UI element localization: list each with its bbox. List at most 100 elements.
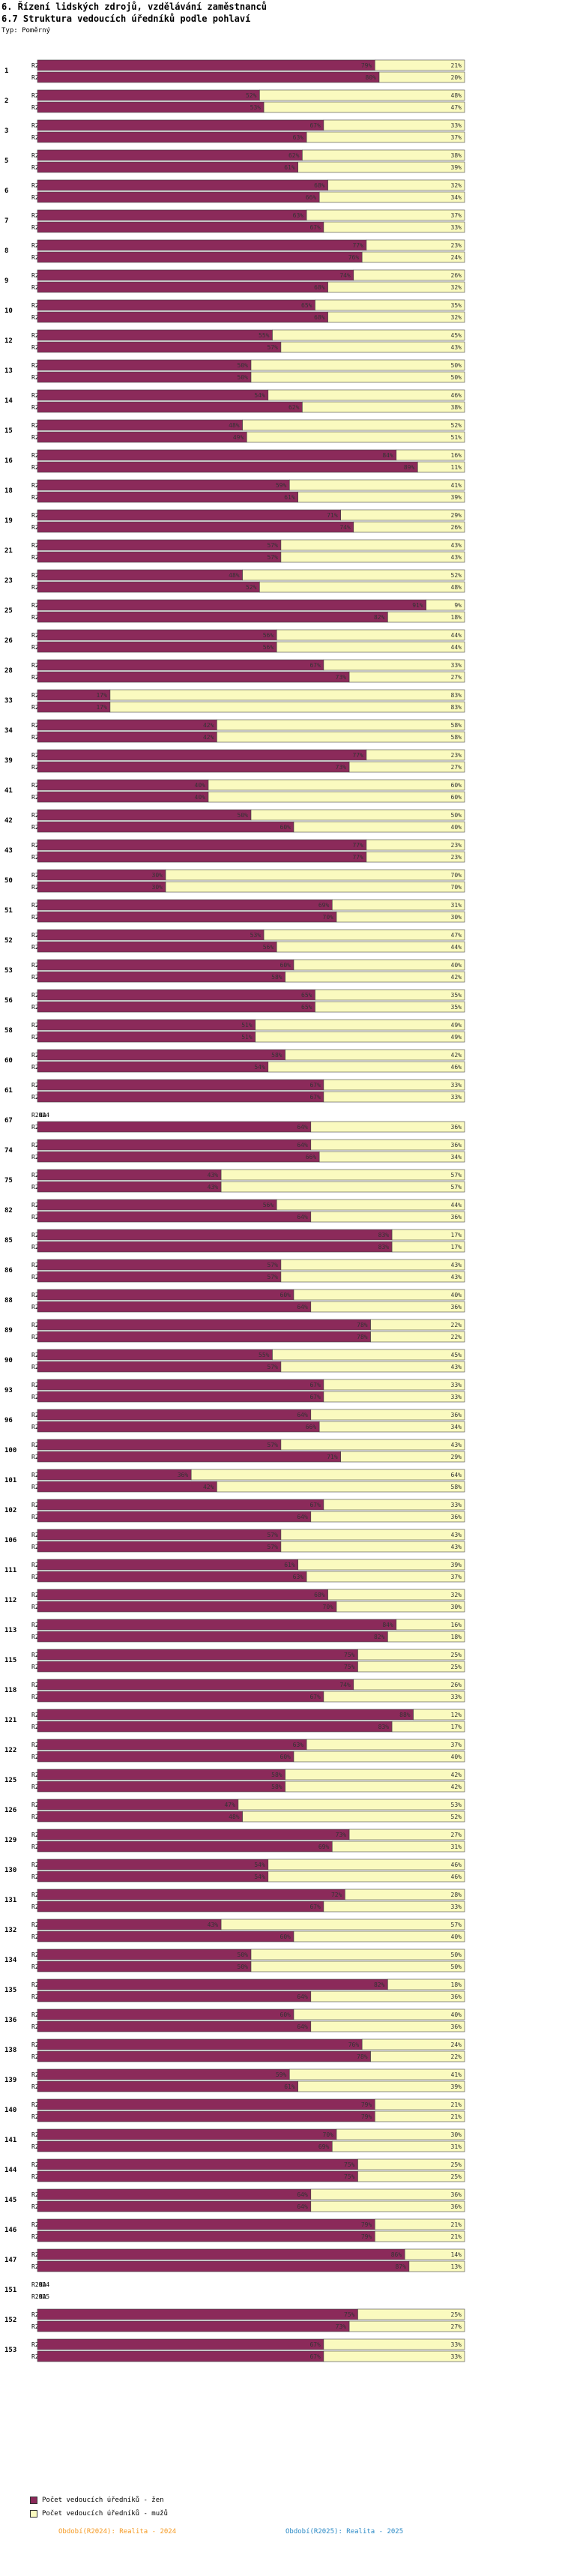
group-label-153: 153: [4, 2347, 16, 2354]
bar-men: [357, 1649, 465, 1661]
value-label-women: 47%: [224, 1802, 235, 1808]
bar-women: [37, 1619, 397, 1631]
bar-women: [37, 821, 294, 833]
value-label-men: 34%: [451, 1154, 462, 1161]
group-label-93: 93: [4, 1387, 13, 1394]
value-label-men: 36%: [451, 1214, 462, 1221]
value-label-men: 49%: [451, 1022, 462, 1029]
value-label-women: 83%: [378, 1724, 390, 1730]
bar-women: [37, 101, 265, 113]
bar-women: [37, 1439, 282, 1451]
bar-women: [37, 71, 380, 83]
bar-women: [37, 2320, 350, 2332]
value-label-men: 25%: [451, 2161, 462, 2168]
bar-men: [268, 1871, 465, 1883]
bar-men: [323, 221, 465, 233]
bar-women: [37, 869, 166, 881]
bar-women: [37, 1859, 269, 1871]
group-label-28: 28: [4, 667, 13, 675]
value-label-women: 79%: [361, 2233, 372, 2240]
value-label-men: 18%: [451, 614, 462, 621]
value-label-women: 63%: [293, 212, 304, 219]
bar-women: [37, 1841, 333, 1853]
bar-women: [37, 1199, 277, 1211]
bar-men: [387, 611, 465, 623]
bar-women: [37, 941, 277, 953]
value-label-men: 70%: [451, 872, 462, 879]
value-label-men: 30%: [451, 914, 462, 921]
group-label-100: 100: [4, 1447, 16, 1454]
group-label-82: 82: [4, 1207, 13, 1215]
value-label-men: 39%: [451, 164, 462, 171]
value-label-men: 45%: [451, 1352, 462, 1358]
bar-men: [357, 2308, 465, 2320]
value-label-men: 43%: [451, 1544, 462, 1550]
value-label-women: 87%: [395, 2263, 406, 2270]
value-label-men: 32%: [451, 182, 462, 189]
group-label-115: 115: [4, 1657, 16, 1664]
value-label-women: 50%: [238, 374, 249, 381]
group-label-132: 132: [4, 1927, 16, 1934]
bar-men: [263, 101, 465, 113]
value-label-women: 64%: [297, 2023, 308, 2030]
value-label-women: 70%: [323, 1604, 334, 1610]
value-label-men: 22%: [451, 1322, 462, 1328]
bar-men: [280, 539, 465, 551]
bar-women: [37, 761, 350, 773]
bar-women: [37, 509, 342, 521]
bar-women: [37, 2020, 312, 2032]
bar-women: [37, 1811, 243, 1823]
value-label-men: 21%: [451, 2101, 462, 2108]
bar-men: [374, 59, 465, 71]
bar-women: [37, 839, 367, 851]
value-label-men: 37%: [451, 134, 462, 141]
value-label-men: 44%: [451, 1202, 462, 1209]
value-label-women: 50%: [238, 1951, 249, 1958]
value-label-men: 42%: [451, 1772, 462, 1778]
value-label-men: 49%: [451, 1034, 462, 1041]
bar-women: [37, 629, 277, 641]
value-label-women: 73%: [336, 1832, 347, 1838]
bar-men: [165, 881, 465, 893]
bar-women: [37, 1151, 320, 1163]
bar-women: [37, 1139, 312, 1151]
bar-men: [310, 1121, 465, 1133]
bar-men: [306, 1571, 465, 1583]
bar-women: [37, 1079, 324, 1091]
bar-men: [280, 551, 465, 563]
bar-men: [165, 869, 465, 881]
value-label-men: 33%: [451, 1394, 462, 1400]
value-label-women: 64%: [297, 1993, 308, 2000]
bar-men: [327, 1589, 465, 1601]
value-label-women: 55%: [259, 1352, 270, 1358]
group-label-16: 16: [4, 457, 13, 465]
value-label-women: 42%: [203, 734, 214, 741]
bar-women: [37, 449, 397, 461]
value-label-women: 91%: [412, 602, 423, 609]
legend-swatch-women: [30, 2497, 37, 2504]
bar-men: [242, 569, 465, 581]
bar-women: [37, 1631, 388, 1643]
value-label-women: 51%: [241, 1034, 253, 1041]
group-label-131: 131: [4, 1897, 16, 1904]
bar-women: [37, 1349, 273, 1361]
bar-men: [310, 1511, 465, 1523]
value-label-women: 80%: [366, 74, 377, 81]
value-label-men: 33%: [451, 1382, 462, 1388]
bar-women: [37, 1271, 282, 1283]
footer-period-2025: Období(R2025): Realita - 2025: [285, 2528, 404, 2536]
value-label-women: 67%: [309, 1394, 321, 1400]
value-label-women: 75%: [344, 1652, 355, 1658]
bar-women: [37, 1919, 222, 1931]
bar-men: [255, 1031, 465, 1043]
value-label-men: 25%: [451, 2173, 462, 2180]
bar-men: [323, 659, 465, 671]
na-label: NA: [39, 2281, 46, 2288]
value-label-men: 9%: [454, 602, 462, 609]
value-label-women: 54%: [254, 392, 265, 399]
bar-men: [323, 2338, 465, 2350]
group-label-125: 125: [4, 1777, 16, 1784]
bar-men: [348, 671, 465, 683]
bar-men: [315, 989, 465, 1001]
group-label-18: 18: [4, 487, 13, 495]
